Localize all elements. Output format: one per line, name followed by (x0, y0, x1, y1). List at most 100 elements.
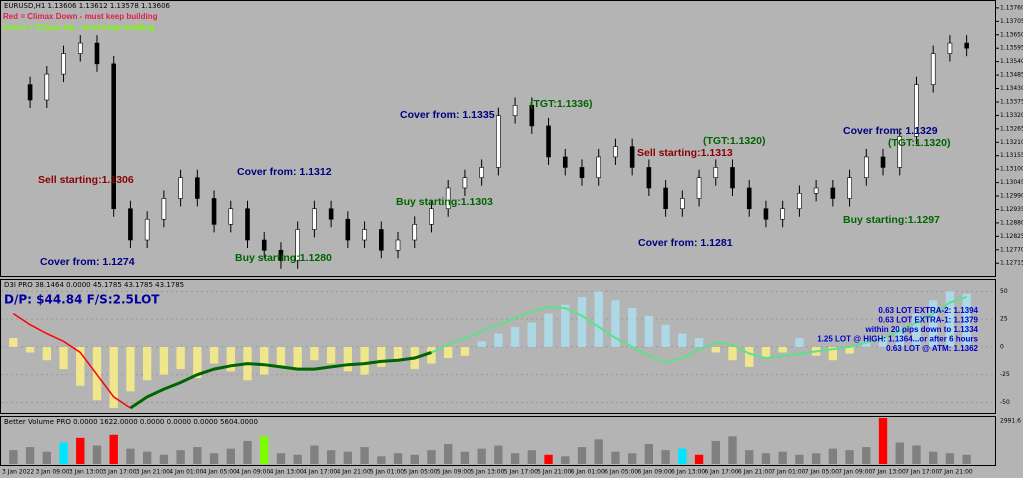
chart-annotation: Cover from: 1.1329 (843, 125, 938, 137)
histogram-bar (611, 300, 620, 347)
volume-bar (226, 448, 235, 464)
time-label: 7 Jan 17:00 (905, 469, 939, 476)
candle-body (295, 229, 300, 262)
histogram-bar (477, 341, 486, 347)
volume-bar (159, 454, 169, 464)
volume-bar (310, 445, 319, 464)
candle-body (562, 156, 568, 168)
time-label: 4 Jan 09:00 (236, 469, 270, 476)
volume-bar (393, 453, 403, 464)
indicator-note: 0.63 LOT EXTRA-2: 1.1394 (878, 306, 978, 315)
candle-body (128, 208, 133, 241)
histogram-bar (694, 338, 704, 347)
volume-bar (561, 456, 570, 464)
histogram-bar (962, 293, 971, 347)
histogram-bar (293, 346, 302, 370)
candle-body (412, 224, 418, 241)
volume-bar (76, 437, 85, 464)
histogram-bar (761, 346, 771, 359)
candle-body (195, 177, 200, 199)
histogram-bar (527, 322, 536, 347)
histogram-bar (9, 338, 18, 347)
symbol-header: EURUSD,H1 1.13606 1.13612 1.13578 1.1360… (4, 2, 171, 10)
time-label: 6 Jan 21:00 (738, 469, 772, 476)
price-tick-label: 1.13760 (1000, 4, 1023, 11)
price-tick-label: 1.12715 (1000, 260, 1023, 267)
time-label: 4 Jan 05:00 (203, 469, 237, 476)
volume-bar (477, 448, 486, 464)
price-tick-label: 1.13485 (1000, 72, 1023, 79)
time-label: 5 Jan 13:00 (470, 469, 504, 476)
price-tick-label: 1.12990 (1000, 193, 1023, 200)
indicator-line (129, 351, 432, 410)
time-label: 4 Jan 21:00 (336, 469, 370, 476)
histogram-bar (226, 346, 235, 372)
indicator-note: 0.63 LOT EXTRA-1: 1.1379 (878, 316, 978, 325)
candle-body (964, 42, 969, 49)
price-tick-label: 1.13650 (1000, 31, 1023, 38)
histogram-bar (627, 308, 637, 347)
histogram-bar (778, 346, 787, 353)
price-tick-label: 1.13155 (1000, 152, 1023, 159)
candle-body (629, 146, 635, 168)
time-label: 6 Jan 09:00 (638, 469, 672, 476)
volume-bar (42, 451, 51, 464)
time-label: 7 Jan 21:00 (939, 469, 973, 476)
price-tick-label: 1.13320 (1000, 112, 1023, 119)
indicator-tick-label: -25 (1000, 371, 1010, 378)
histogram-bar (76, 346, 85, 386)
histogram-bar (929, 300, 938, 347)
volume-bar (444, 444, 453, 464)
histogram-bar (895, 326, 904, 347)
price-tick-label: 1.12880 (1000, 219, 1023, 226)
volume-bar (460, 451, 470, 464)
volume-bar (176, 450, 185, 464)
histogram-bar (510, 326, 520, 347)
price-tick-label: 1.13595 (1000, 45, 1023, 52)
chart-annotation: Sell starting:1.1313 (637, 147, 733, 159)
time-label: 3 Jan 21:00 (136, 469, 170, 476)
price-tick-label: 1.13100 (1000, 166, 1023, 173)
indicator-tick-label: 0 (1000, 343, 1004, 350)
volume-bar (962, 454, 971, 464)
candle-body (245, 208, 250, 241)
histogram-bar (59, 346, 68, 370)
indicator-tick-label: 50 (1000, 288, 1008, 295)
histogram-bar (644, 315, 654, 347)
time-label: 7 Jan 05:00 (805, 469, 839, 476)
histogram-bar (460, 346, 470, 356)
candle-body (746, 187, 752, 210)
volume-bar (494, 445, 503, 464)
volume-bar (594, 439, 603, 464)
volume-bar (260, 436, 269, 464)
volume-bar (895, 442, 904, 464)
volume-bar (544, 454, 553, 464)
price-panel (0, 0, 996, 277)
histogram-bar (544, 313, 553, 347)
volume-bar (276, 453, 286, 464)
candle-body (680, 198, 685, 210)
candle-body (94, 42, 100, 65)
candle-body (512, 105, 518, 116)
candle-body (546, 125, 551, 158)
candle-body (813, 187, 819, 194)
histogram-bar (25, 346, 35, 353)
volume-bar (761, 453, 771, 464)
volume-bar (293, 454, 302, 464)
candle-body (312, 208, 317, 230)
volume-bar (611, 451, 620, 464)
price-tick-label: 1.12825 (1000, 233, 1023, 240)
candle-body (930, 53, 936, 85)
time-label: 4 Jan 17:00 (303, 469, 337, 476)
histogram-bar (260, 346, 269, 375)
histogram-bar (678, 333, 687, 347)
histogram-bar (845, 346, 854, 354)
histogram-bar (326, 346, 336, 364)
candle-body (529, 105, 535, 127)
chart-annotation: (TGT:1.1320) (703, 135, 765, 147)
candle-body (462, 177, 468, 189)
candle-body (161, 198, 167, 220)
price-tick-label: 1.13210 (1000, 139, 1023, 146)
histogram-bar (577, 296, 587, 347)
